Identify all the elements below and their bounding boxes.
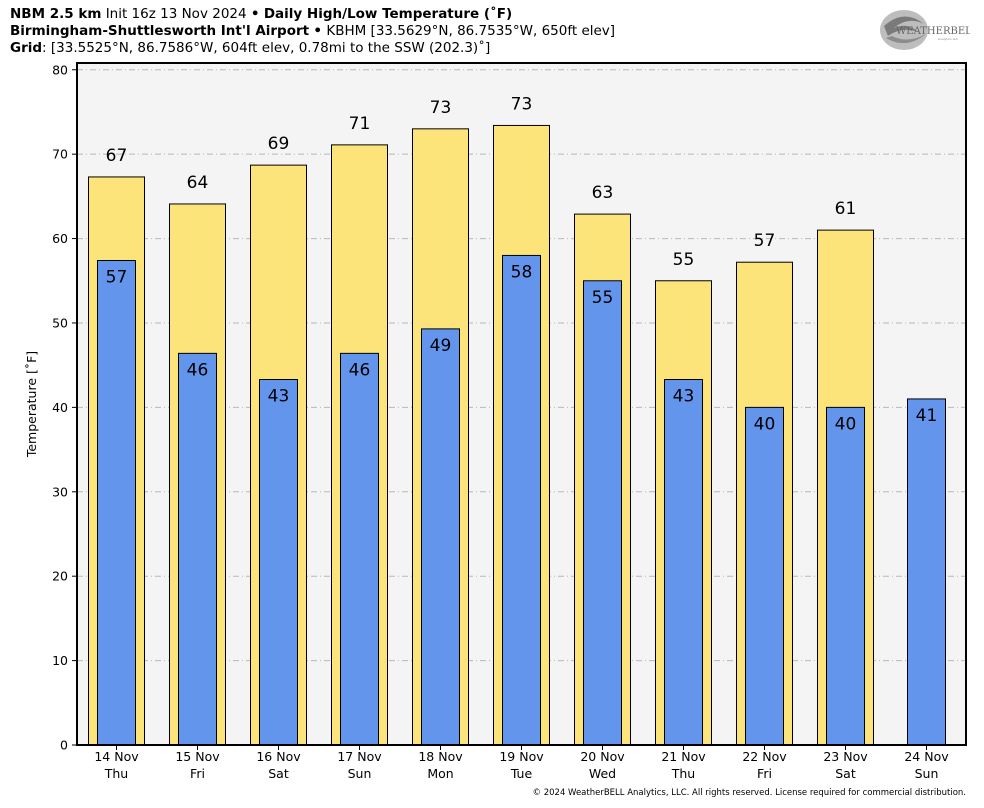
init-time: Init 16z 13 Nov 2024 bbox=[105, 6, 247, 22]
x-tick-date: 19 Nov bbox=[499, 749, 544, 764]
low-temp-label: 46 bbox=[187, 360, 209, 380]
x-tick-date: 21 Nov bbox=[661, 749, 706, 764]
x-tick-date: 15 Nov bbox=[175, 749, 220, 764]
grid-info: : [33.5525°N, 86.7586°W, 604ft elev, 0.7… bbox=[42, 40, 491, 56]
low-temp-bar bbox=[826, 406, 865, 746]
high-temp-label: 64 bbox=[187, 173, 209, 193]
x-tick-date: 18 Nov bbox=[418, 749, 463, 764]
x-tick-day: Sun bbox=[348, 766, 372, 781]
copyright-notice: © 2024 WeatherBELL Analytics, LLC. All r… bbox=[532, 788, 966, 798]
x-tick-date: 24 Nov bbox=[904, 749, 949, 764]
y-tick-label: 30 bbox=[52, 484, 68, 499]
low-temp-label: 57 bbox=[106, 268, 128, 288]
weatherbell-logo: WEATHERBELL Analytics LLC bbox=[880, 10, 970, 50]
y-tick-label: 10 bbox=[52, 653, 68, 668]
x-tick-day: Thu bbox=[104, 766, 128, 781]
y-tick-label: 60 bbox=[52, 231, 68, 246]
y-tick-label: 70 bbox=[52, 147, 68, 162]
bullet-separator: • bbox=[250, 6, 260, 22]
x-tick-date: 22 Nov bbox=[742, 749, 787, 764]
x-axis: 14 Nov Thu 15 Nov Fri 16 Nov Sat 17 Nov Sun 18 N… bbox=[94, 745, 949, 781]
x-tick-date: 23 Nov bbox=[823, 749, 868, 764]
logo-swirl-stroke bbox=[884, 16, 924, 36]
low-temp-label: 43 bbox=[673, 387, 695, 407]
model-name: NBM 2.5 km bbox=[10, 6, 102, 22]
high-temp-label: 61 bbox=[835, 199, 857, 219]
low-temp-bar bbox=[97, 260, 136, 746]
low-temp-bar bbox=[259, 379, 298, 746]
low-temp-bar bbox=[340, 352, 379, 746]
low-temp-label: 49 bbox=[430, 336, 452, 356]
data-labels: 67 57 64 46 69 43 71 46 73 49 73 58 63 55 55 43 57 40 61 40… bbox=[106, 94, 938, 434]
x-tick-day: Sat bbox=[268, 766, 289, 781]
bars bbox=[88, 124, 946, 746]
grid-label: Grid bbox=[10, 40, 43, 56]
low-temp-label: 40 bbox=[754, 414, 776, 434]
low-temp-label: 58 bbox=[511, 262, 533, 282]
y-tick-label: 50 bbox=[52, 315, 68, 330]
header-line-1: NBM 2.5 km Init 16z 13 Nov 2024 • Daily … bbox=[10, 6, 512, 23]
bullet-separator: • bbox=[313, 23, 323, 39]
low-temp-bar bbox=[502, 254, 541, 746]
x-tick-date: 17 Nov bbox=[337, 749, 382, 764]
header-line-2: Birmingham-Shuttlesworth Int'l Airport •… bbox=[10, 23, 615, 40]
y-tick-label: 20 bbox=[52, 569, 68, 584]
high-temp-label: 67 bbox=[106, 146, 128, 166]
low-temp-bar bbox=[745, 406, 784, 746]
y-tick-label: 40 bbox=[52, 400, 68, 415]
high-temp-label: 71 bbox=[349, 114, 371, 134]
logo-subtext: Analytics LLC bbox=[938, 37, 958, 41]
low-temp-bar bbox=[178, 352, 217, 746]
low-temp-label: 46 bbox=[349, 360, 371, 380]
header-line-3: Grid: [33.5525°N, 86.7586°W, 604ft elev,… bbox=[10, 40, 490, 57]
low-temp-label: 40 bbox=[835, 414, 857, 434]
y-tick-label: 80 bbox=[52, 62, 68, 77]
low-temp-bar bbox=[583, 280, 622, 746]
x-tick-day: Mon bbox=[427, 766, 453, 781]
x-tick-date: 16 Nov bbox=[256, 749, 301, 764]
high-temp-label: 57 bbox=[754, 231, 776, 251]
x-tick-day: Thu bbox=[671, 766, 695, 781]
low-temp-bar bbox=[664, 379, 703, 746]
high-temp-label: 55 bbox=[673, 250, 695, 270]
station-info: KBHM [33.5629°N, 86.7535°W, 650ft elev] bbox=[326, 23, 616, 39]
low-temp-label: 43 bbox=[268, 387, 290, 407]
low-temp-bar bbox=[421, 328, 460, 746]
x-tick-day: Fri bbox=[757, 766, 772, 781]
x-tick-day: Sat bbox=[835, 766, 856, 781]
station-name: Birmingham-Shuttlesworth Int'l Airport bbox=[10, 23, 310, 39]
x-tick-day: Wed bbox=[589, 766, 616, 781]
low-temp-label: 55 bbox=[592, 288, 614, 308]
chart-title: Daily High/Low Temperature (˚F) bbox=[263, 6, 513, 22]
x-tick-day: Sun bbox=[915, 766, 939, 781]
y-axis-label: Temperature [˚F] bbox=[24, 351, 39, 458]
high-temp-label: 69 bbox=[268, 134, 290, 154]
high-temp-label: 63 bbox=[592, 183, 614, 203]
logo-text: WEATHERBELL bbox=[896, 26, 970, 37]
y-tick-label: 0 bbox=[60, 738, 68, 753]
x-tick-date: 20 Nov bbox=[580, 749, 625, 764]
high-temp-label: 73 bbox=[430, 98, 452, 118]
high-temp-label: 73 bbox=[511, 94, 533, 114]
x-tick-date: 14 Nov bbox=[94, 749, 139, 764]
x-tick-day: Tue bbox=[510, 766, 533, 781]
low-temp-label: 41 bbox=[916, 406, 938, 426]
low-temp-bar bbox=[907, 398, 946, 746]
y-axis: 0 10 20 30 40 50 60 70 80 bbox=[52, 62, 77, 753]
x-tick-day: Fri bbox=[190, 766, 205, 781]
